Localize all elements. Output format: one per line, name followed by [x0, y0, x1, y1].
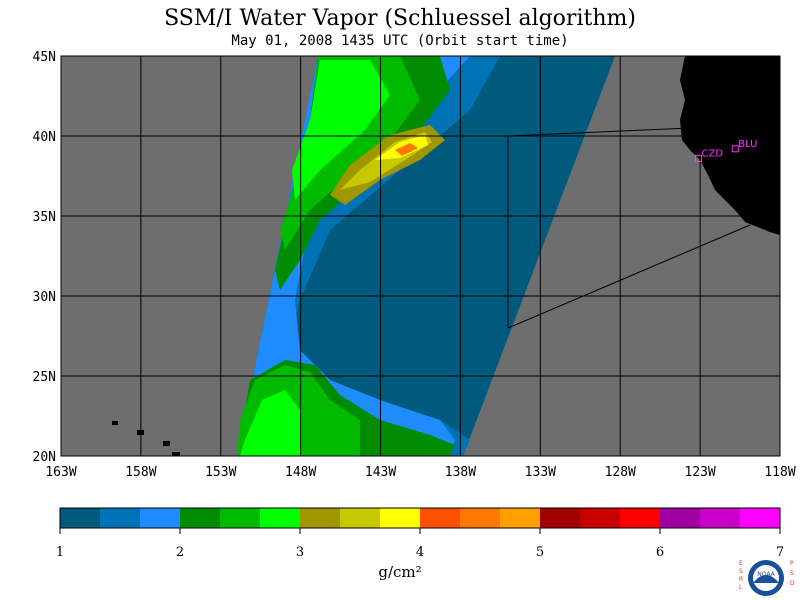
- colorbar-unit: g/cm²: [378, 563, 422, 581]
- site-marker: [695, 154, 703, 162]
- colorbar-swatch: [180, 508, 221, 528]
- land-california: [680, 56, 780, 235]
- svg-text:NOAA: NOAA: [757, 571, 775, 578]
- colorbar-swatch: [300, 508, 341, 528]
- colorbar-labels: 1 2 3 4 5 6 7: [56, 528, 784, 560]
- longitude-tick-label: 118W: [764, 465, 795, 480]
- longitude-tick-label: 148W: [285, 465, 316, 480]
- colorbar: [59, 507, 781, 529]
- island-hawaii: [172, 452, 180, 456]
- latitude-tick-label: 45N: [33, 50, 56, 65]
- colorbar-swatch: [420, 508, 461, 528]
- colorbar-swatch: [580, 508, 621, 528]
- vapor-region-light-blue: [237, 56, 470, 456]
- colorbar-swatch: [380, 508, 421, 528]
- longitude-tick-label: 163W: [45, 465, 76, 480]
- latitude-tick-label: 25N: [33, 370, 56, 385]
- vapor-region-south-lime: [240, 390, 300, 456]
- longitude-tick-label: 128W: [605, 465, 636, 480]
- latitude-tick-label: 30N: [33, 290, 56, 305]
- longitude-tick-label: 143W: [365, 465, 396, 480]
- longitude-tick-labels: 163W 158W 153W 148W 143W 138W 133W 128W 123W 118W: [45, 465, 795, 480]
- colorbar-swatch: [700, 508, 741, 528]
- colorbar-tick-label: 7: [776, 545, 784, 560]
- island-kauai: [112, 421, 118, 425]
- island-maui: [163, 441, 170, 446]
- longitude-tick-label: 158W: [125, 465, 156, 480]
- colorbar-swatch: [60, 508, 101, 528]
- domain-outline-south: [507, 224, 751, 329]
- colorbar-tick-label: 2: [176, 545, 184, 560]
- vapor-core-orange: [395, 143, 418, 156]
- colorbar-swatch: [500, 508, 541, 528]
- map-subtitle: May 01, 2008 1435 UTC (Orbit start time): [231, 33, 569, 49]
- colorbar-tick-label: 1: [56, 545, 64, 560]
- map-title: SSM/I Water Vapor (Schluessel algorithm): [164, 6, 636, 31]
- colorbar-swatch: [540, 508, 581, 528]
- colorbar-swatch: [740, 508, 781, 528]
- swath-layer: [237, 56, 615, 456]
- site-marker: [731, 145, 739, 153]
- colorbar-swatch: [140, 508, 181, 528]
- map-frame: [60, 55, 781, 457]
- colorbar-swatch: [100, 508, 141, 528]
- site-label: CZD: [702, 148, 724, 159]
- observation-sites: CZD BLU: [695, 139, 758, 162]
- latitude-tick-labels: 20N 25N 30N 35N 40N 45N: [33, 50, 56, 465]
- latitude-tick-label: 20N: [33, 450, 56, 465]
- colorbar-swatch: [460, 508, 501, 528]
- latitude-tick-label: 35N: [33, 210, 56, 225]
- colorbar-swatch: [660, 508, 701, 528]
- colorbar-tick-label: 3: [296, 545, 304, 560]
- site-label: BLU: [738, 139, 757, 150]
- longitude-tick-label: 153W: [205, 465, 236, 480]
- vapor-band-north-lime: [292, 60, 390, 200]
- longitude-tick-label: 133W: [525, 465, 556, 480]
- colorbar-swatch: [620, 508, 661, 528]
- colorbar-tick-label: 4: [416, 545, 424, 560]
- colorbar-tick-label: 6: [656, 545, 664, 560]
- latitude-tick-label: 40N: [33, 130, 56, 145]
- svg-text:PSD: PSD: [790, 560, 795, 587]
- colorbar-swatch: [220, 508, 261, 528]
- longitude-tick-label: 123W: [684, 465, 715, 480]
- colorbar-swatch: [260, 508, 301, 528]
- colorbar-tick-label: 5: [536, 545, 544, 560]
- colorbar-swatch: [340, 508, 381, 528]
- longitude-tick-label: 138W: [445, 465, 476, 480]
